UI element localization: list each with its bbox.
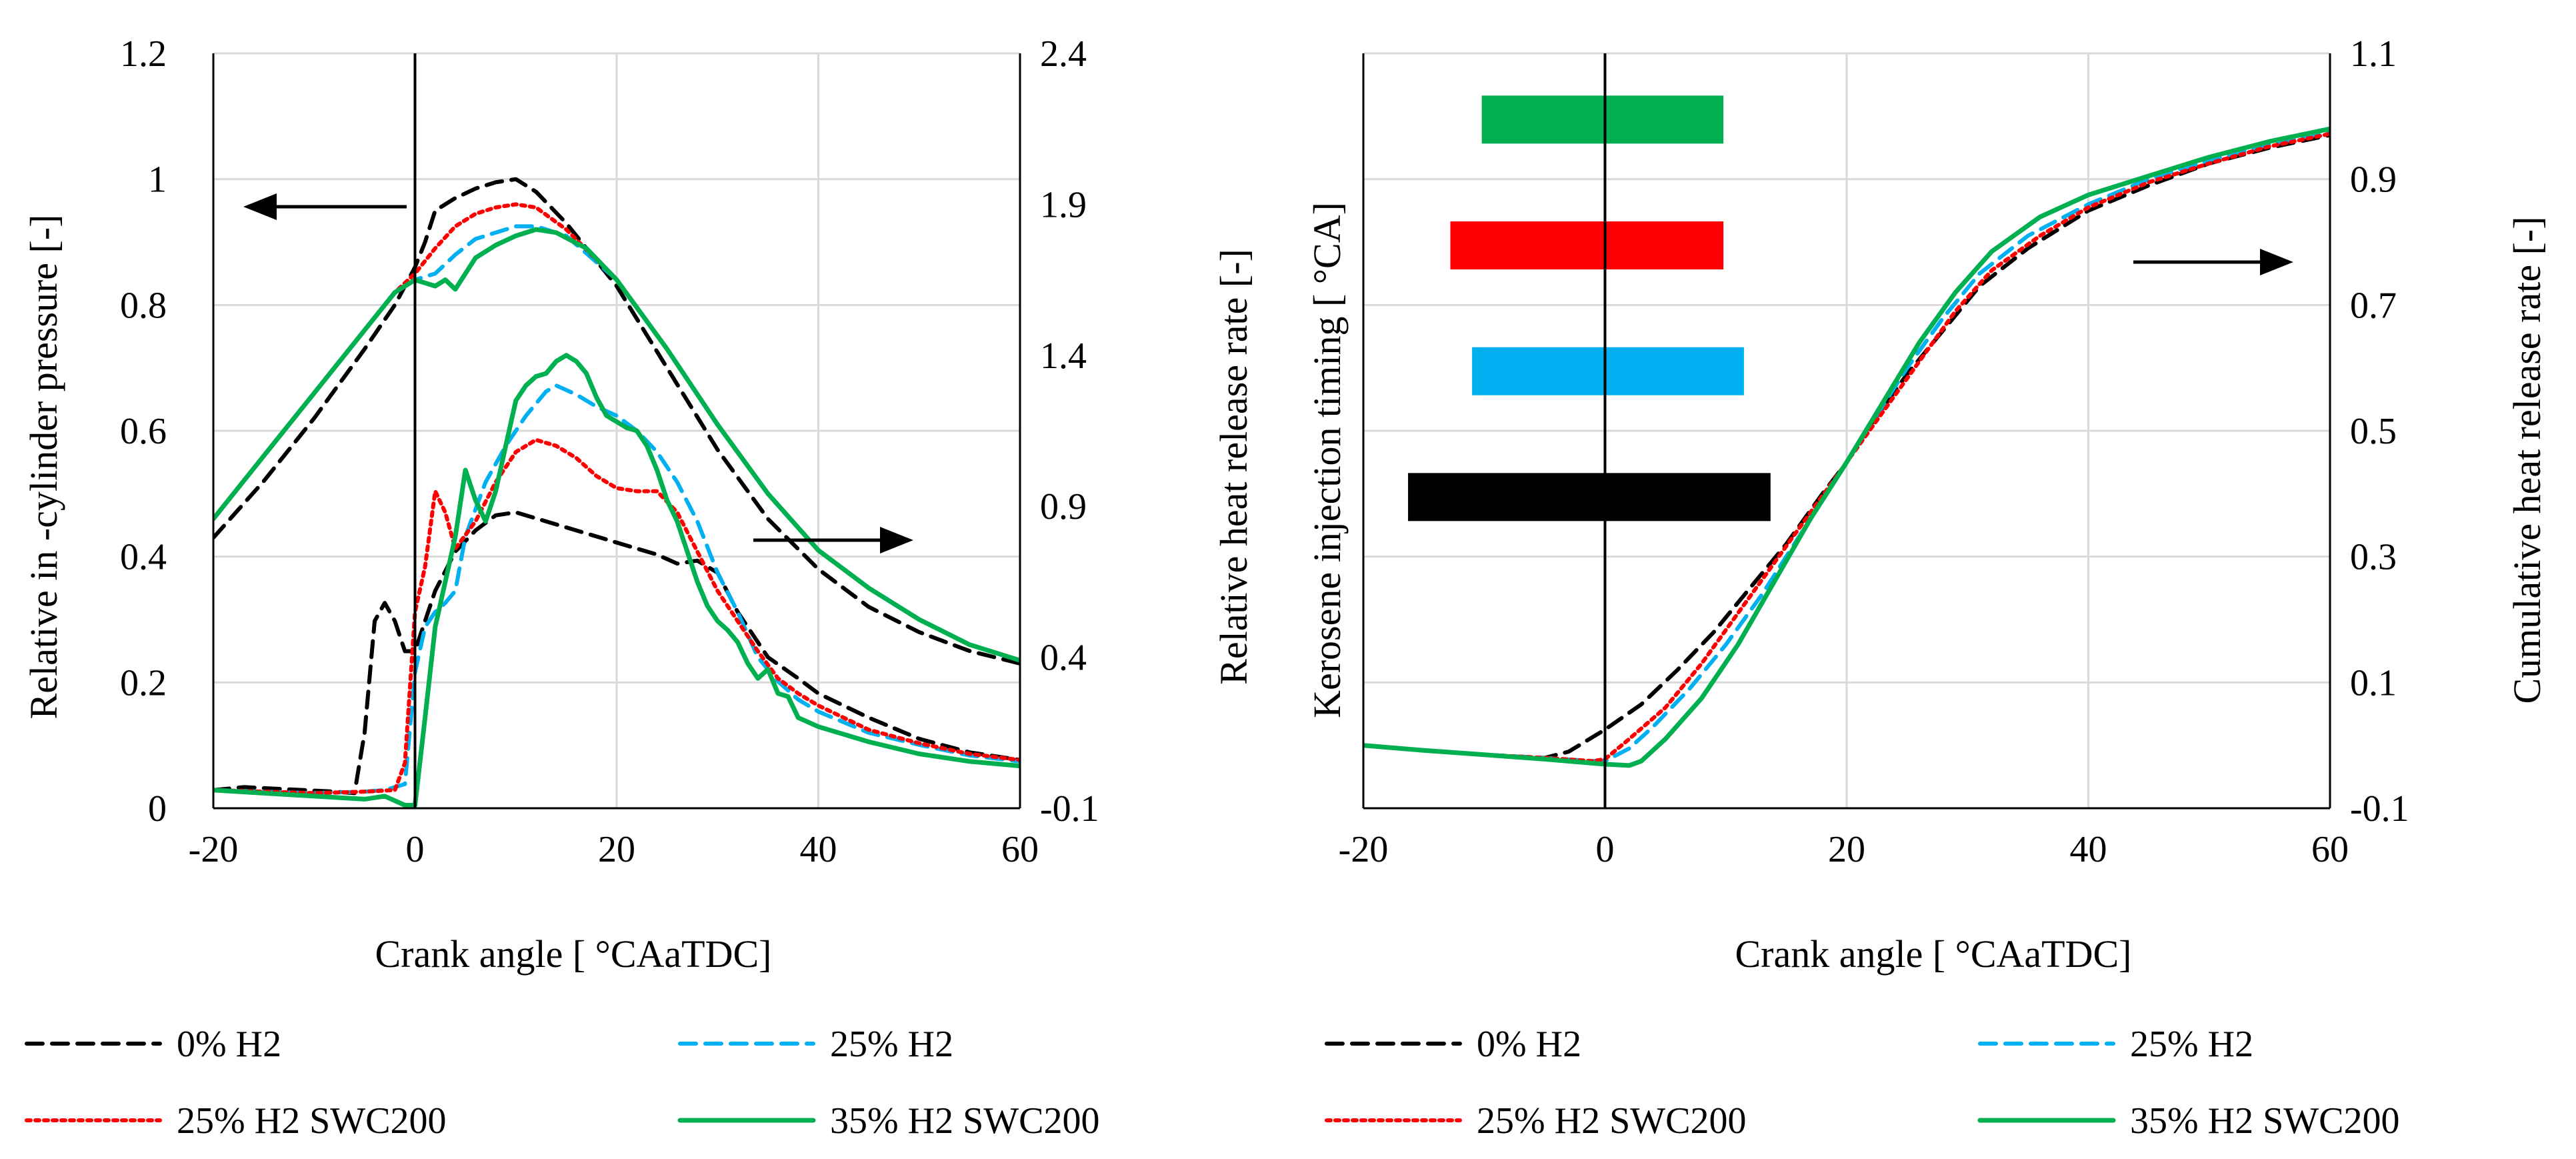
injection-timing-bars [1408, 95, 1771, 521]
left-y-tick: 1.2 [120, 33, 167, 75]
left-x-tick: 20 [598, 829, 635, 870]
cumulative-line-3 [1363, 126, 2330, 768]
right-x-tick: 0 [1596, 829, 1615, 870]
left-x-axis-label: Crank angle [ °CAaTDC] [375, 932, 772, 976]
left-y2-tick: 0.9 [1040, 486, 1087, 527]
right-x-tick: -20 [1339, 829, 1389, 870]
right-y2-tick: 0.3 [2350, 537, 2397, 578]
left-y2-tick: 1.9 [1040, 184, 1087, 225]
cumulative-line-2 [1363, 131, 2330, 764]
left-x-tick: -20 [189, 829, 239, 870]
left-x-tick: 40 [800, 829, 837, 870]
pressure-line-3 [213, 227, 1020, 663]
right-x-tick: 20 [1828, 829, 1865, 870]
left-y-tick: 1 [148, 159, 167, 201]
legend-label: 35% H2 SWC200 [2130, 1100, 2399, 1142]
right-y2-tick: 0.1 [2350, 662, 2397, 704]
right-tick-labels: -20 0 20 40 60-0.1 0.1 0.3 0.5 0.7 0.9 1.1 [1339, 33, 2409, 870]
legend-label: 25% H2 [830, 1024, 953, 1065]
right-y2-tick: -0.1 [2350, 788, 2409, 830]
left-y2-tick: -0.1 [1040, 788, 1099, 830]
left-y2-axis-label: Relative heat release rate [-] [1212, 249, 1255, 685]
cumulative-line-0 [1363, 133, 2330, 760]
right-y2-tick: 0.7 [2350, 285, 2397, 326]
right-legend: 0% H2 25% H2 25% H2 SWC200 35% H2 SWC200 [1325, 1024, 2399, 1142]
injection-bar-2 [1472, 347, 1744, 395]
left-y-tick: 0 [148, 788, 167, 830]
right-chart: -20 0 20 40 60-0.1 0.1 0.3 0.5 0.7 0.9 1.1 Crank a… [1305, 33, 2549, 976]
right-axes [1362, 53, 2331, 810]
right-plot-area [1363, 126, 2330, 768]
injection-bar-0 [1481, 95, 1724, 144]
left-x-tick: 0 [406, 829, 425, 870]
hrr-line-1 [213, 383, 1020, 796]
legend-label: 0% H2 [177, 1024, 281, 1065]
pressure-line-0 [213, 177, 1020, 666]
hrr-line-3 [213, 353, 1020, 808]
right-y-axis-label: Kerosene injection timing [ °CA] [1305, 202, 1349, 718]
left-y-tick: 0.4 [120, 537, 167, 578]
left-y2-tick: 1.4 [1040, 335, 1087, 377]
right-y2-axis-label: Cumulative heat release rate [-] [2505, 216, 2549, 704]
left-arrow-pressure [243, 193, 407, 220]
left-y2-tick: 0.4 [1040, 638, 1087, 679]
left-x-tick: 60 [1001, 829, 1039, 870]
left-y2-tick: 2.4 [1040, 33, 1087, 75]
injection-bar-3 [1408, 473, 1771, 521]
right-x-tick: 60 [2311, 829, 2349, 870]
legend-label: 25% H2 SWC200 [1477, 1100, 1746, 1142]
left-chart: -20 0 20 40 60 0 0.2 0.4 0.6 0.8 1 1.2 -0.1 0.4 0.9 1.4… [22, 33, 1255, 976]
legend-label: 25% H2 [2130, 1024, 2253, 1065]
injection-bar-1 [1450, 221, 1724, 269]
left-axes [212, 53, 1021, 810]
left-y-tick: 0.8 [120, 285, 167, 326]
legend-label: 35% H2 SWC200 [830, 1100, 1099, 1142]
left-y-axis-label: Relative in -cylinder pressure [-] [22, 215, 65, 720]
right-x-axis-label: Crank angle [ °CAaTDC] [1735, 932, 2132, 976]
right-y2-tick: 0.9 [2350, 159, 2397, 201]
right-arrow-heat-release [753, 527, 913, 553]
hrr-line-2 [213, 437, 1020, 796]
left-y-tick: 0.6 [120, 411, 167, 452]
right-y2-tick: 0.5 [2350, 411, 2397, 452]
right-x-tick: 40 [2070, 829, 2107, 870]
left-gridlines [212, 52, 1021, 810]
left-tick-labels: -20 0 20 40 60 0 0.2 0.4 0.6 0.8 1 1.2 -0.1 0.4 0.9 1.4… [120, 33, 1099, 870]
right-arrow-cumulative [2133, 249, 2293, 275]
left-legend: 0% H2 25% H2 25% H2 SWC200 35% H2 SWC200 [25, 1024, 1099, 1142]
left-plot-area [213, 177, 1020, 808]
legend-label: 25% H2 SWC200 [177, 1100, 446, 1142]
left-y-tick: 0.2 [120, 662, 167, 704]
legend-label: 0% H2 [1477, 1024, 1581, 1065]
right-y2-tick: 1.1 [2350, 33, 2397, 75]
hrr-line-0 [213, 510, 1020, 796]
